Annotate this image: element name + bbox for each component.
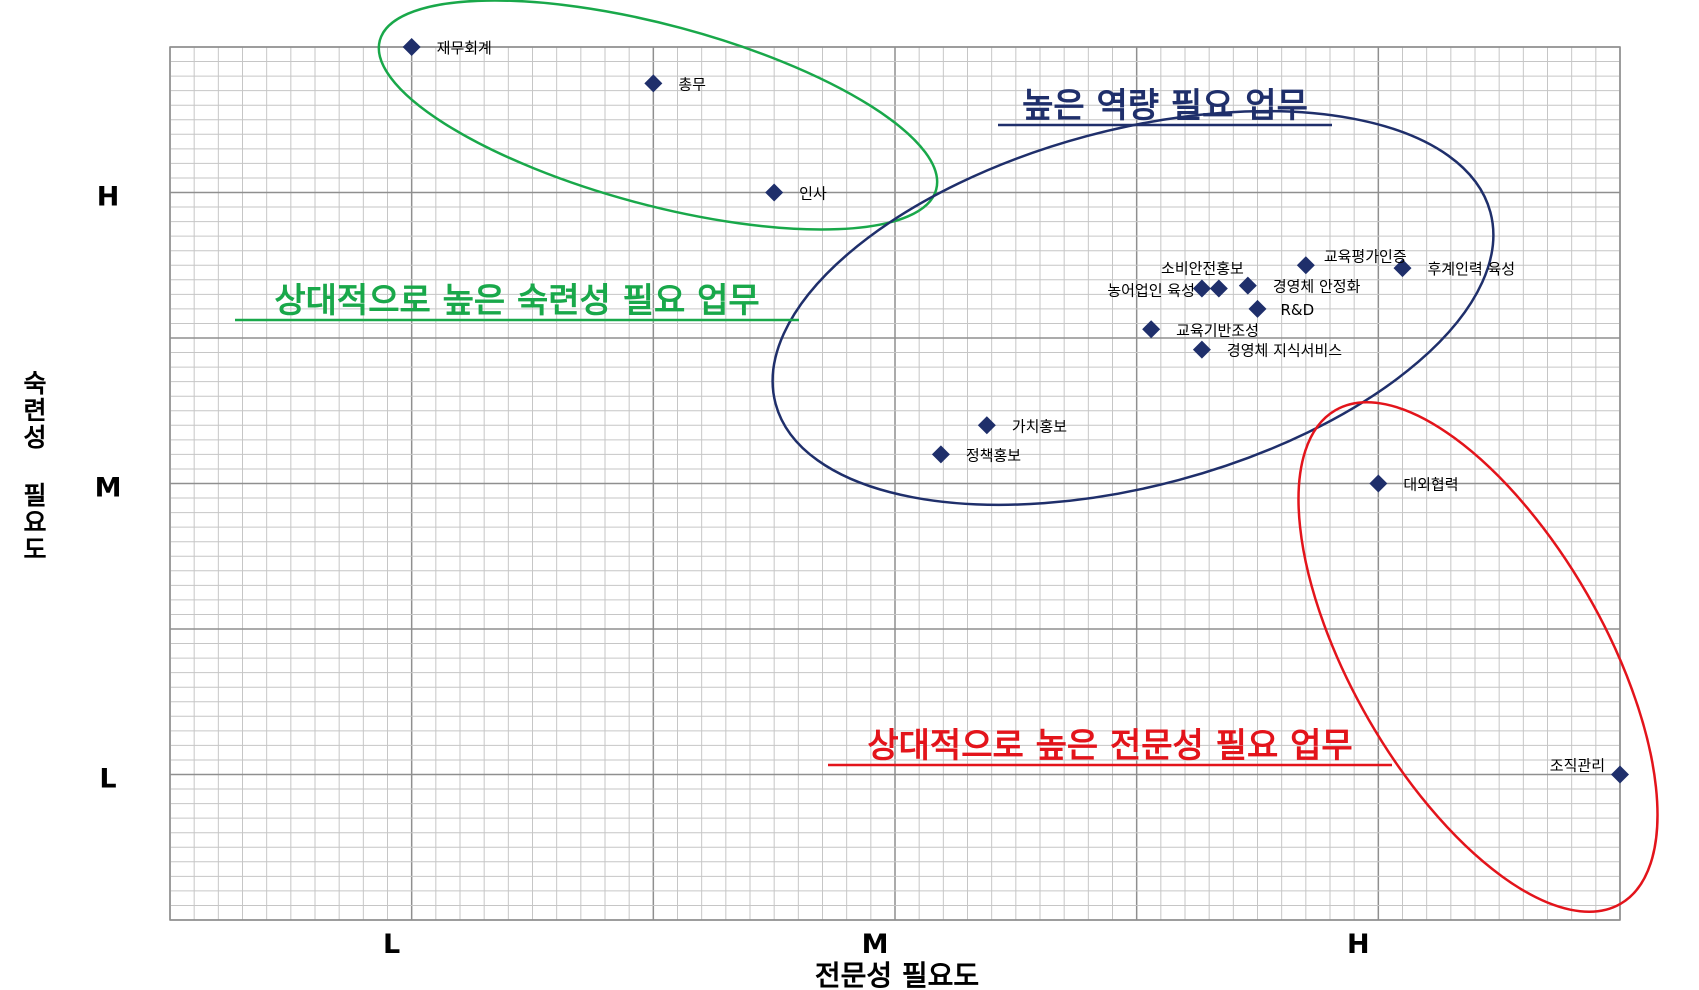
data-point-6 xyxy=(1238,276,1257,295)
x-tick-label-1: M xyxy=(862,929,889,960)
data-point-7 xyxy=(1192,279,1211,298)
data-point-4 xyxy=(1393,259,1412,278)
y-axis-title: 숙련성 필요도 xyxy=(19,370,48,563)
data-point-2 xyxy=(765,183,784,202)
data-point-5 xyxy=(1209,279,1228,298)
group-ellipses xyxy=(377,0,1659,913)
point-label-12: 정책홍보 xyxy=(966,446,1021,464)
point-label-7: 농어업인 육성 xyxy=(1107,282,1195,300)
data-point-14 xyxy=(1611,765,1629,784)
plot-border xyxy=(169,46,1621,921)
data-point-13 xyxy=(1369,474,1388,493)
group-ellipse-0 xyxy=(377,0,939,231)
point-label-5: 소비안전홍보 xyxy=(1161,260,1244,278)
group-ellipse-1 xyxy=(771,109,1495,507)
data-point-12 xyxy=(931,445,950,464)
data-point-10 xyxy=(1192,340,1211,359)
point-label-3: 교육평가인증 xyxy=(1324,247,1407,265)
point-label-8: R&D xyxy=(1281,301,1315,319)
point-label-9: 교육기반조성 xyxy=(1176,321,1259,339)
point-label-6: 경영체 안정화 xyxy=(1273,278,1361,296)
annotation-label-2: 상대적으로 높은 전문성 필요 업무 xyxy=(867,726,1352,766)
point-label-10: 경영체 지식서비스 xyxy=(1227,342,1342,360)
point-label-13: 대외협력 xyxy=(1403,476,1458,494)
axes: L M H L M H 전문성 필요도 xyxy=(95,182,1370,990)
y-tick-label-2: H xyxy=(97,182,120,213)
x-axis-title: 전문성 필요도 xyxy=(815,959,979,990)
data-point-9 xyxy=(1142,320,1161,339)
y-tick-label-0: L xyxy=(99,764,116,795)
data-point-1 xyxy=(644,74,663,93)
x-tick-label-2: H xyxy=(1347,929,1370,960)
annotation-label-1: 상대적으로 높은 숙련성 필요 업무 xyxy=(274,281,759,321)
annotation-label-0: 높은 역량 필요 업무 xyxy=(1022,86,1308,126)
point-label-14: 조직관리 xyxy=(1550,757,1605,775)
data-point-0 xyxy=(402,38,421,56)
point-label-11: 가치홍보 xyxy=(1012,417,1067,435)
data-point-3 xyxy=(1296,256,1315,275)
data-point-8 xyxy=(1248,299,1267,318)
data-point-11 xyxy=(977,416,996,435)
point-label-1: 총무 xyxy=(678,75,706,93)
data-points xyxy=(402,38,1629,784)
point-label-0: 재무회계 xyxy=(437,39,492,57)
y-tick-label-1: M xyxy=(95,473,122,504)
point-label-4: 후계인력 육성 xyxy=(1428,260,1516,278)
point-label-2: 인사 xyxy=(799,185,827,203)
group-ellipse-2 xyxy=(1297,401,1659,913)
x-tick-label-0: L xyxy=(383,929,400,960)
